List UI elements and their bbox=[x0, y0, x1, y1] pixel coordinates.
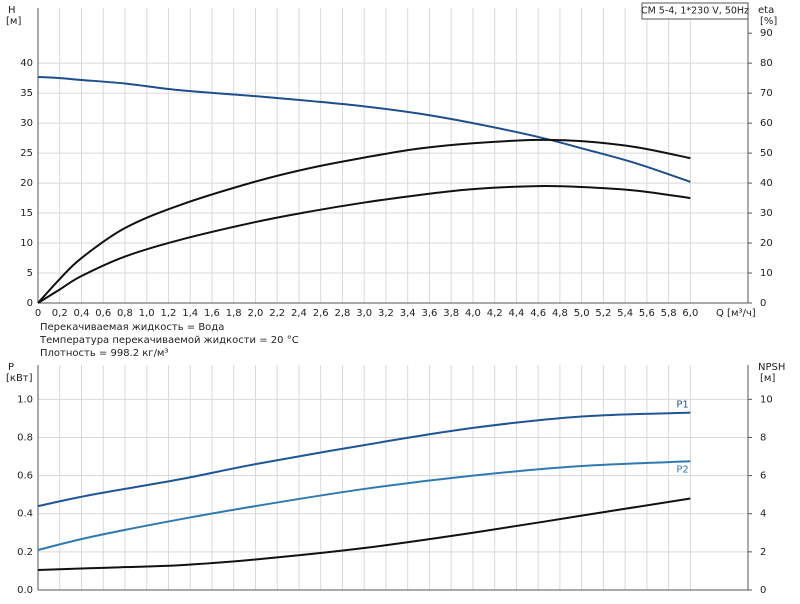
x-tick-label: 5,6 bbox=[639, 308, 655, 319]
y2-tick-label: 90 bbox=[760, 28, 773, 39]
y-tick-label: 1.0 bbox=[17, 394, 33, 405]
y-tick-label: 0.8 bbox=[17, 432, 33, 443]
x-tick-label: 4,0 bbox=[465, 308, 481, 319]
y2-tick-label: 80 bbox=[760, 58, 773, 69]
y2-tick-label: 60 bbox=[760, 118, 773, 129]
y2-tick-label: 10 bbox=[760, 394, 773, 405]
y-tick-label: 0.2 bbox=[17, 547, 33, 558]
x-tick-label: 1,8 bbox=[226, 308, 242, 319]
y-label: P bbox=[8, 362, 14, 373]
x-tick-label: 4,6 bbox=[530, 308, 546, 319]
y2-tick-label: 70 bbox=[760, 88, 773, 99]
y-tick-label: 40 bbox=[20, 58, 33, 69]
curve bbox=[37, 411, 691, 508]
chart-title: CM 5-4, 1*230 V, 50Hz bbox=[641, 6, 749, 17]
x-tick-label: 3,0 bbox=[356, 308, 372, 319]
x-tick-label: 2,8 bbox=[334, 308, 350, 319]
y2-label: NPSH bbox=[758, 362, 785, 373]
y-tick-label: 10 bbox=[20, 238, 33, 249]
x-tick-label: 4,8 bbox=[552, 308, 568, 319]
x-tick-label: 4,2 bbox=[487, 308, 503, 319]
note: Температура перекачиваемой жидкости = 20… bbox=[39, 335, 299, 346]
y2-tick-label: 2 bbox=[760, 547, 766, 558]
note: Перекачиваемая жидкость = Вода bbox=[40, 322, 224, 333]
y2-tick-label: 6 bbox=[760, 471, 766, 482]
x-tick-label: 1,0 bbox=[139, 308, 155, 319]
x-tick-label: 3,2 bbox=[378, 308, 394, 319]
y2-tick-label: 4 bbox=[760, 509, 766, 520]
y-tick-label: 15 bbox=[20, 208, 33, 219]
y-tick-label: 0.6 bbox=[17, 471, 33, 482]
curve bbox=[37, 75, 691, 183]
y-tick-label: 0.0 bbox=[17, 585, 33, 596]
y2-label: eta bbox=[758, 5, 774, 16]
x-tick-label: 0,8 bbox=[117, 308, 133, 319]
x-tick-label: 0 bbox=[35, 308, 41, 319]
series-label: P2 bbox=[676, 464, 688, 475]
y-tick-label: 35 bbox=[20, 88, 33, 99]
title-box bbox=[641, 2, 749, 20]
y-tick-label: 0.4 bbox=[17, 509, 33, 520]
curve bbox=[37, 184, 691, 304]
x-tick-label: 1,4 bbox=[182, 308, 198, 319]
x-tick-label: 5,0 bbox=[574, 308, 590, 319]
y2-tick-label: 0 bbox=[760, 298, 766, 309]
y-tick-label: 0 bbox=[27, 298, 33, 309]
y-label: H bbox=[8, 5, 16, 16]
y2-tick-label: 50 bbox=[760, 148, 773, 159]
x-tick-label: 3,8 bbox=[443, 308, 459, 319]
x-tick-label: 0,4 bbox=[74, 308, 90, 319]
x-tick-label: 3,6 bbox=[421, 308, 437, 319]
curve bbox=[37, 138, 691, 304]
y2-tick-label: 8 bbox=[760, 432, 766, 443]
y-tick-label: 30 bbox=[20, 118, 33, 129]
y2-tick-label: 0 bbox=[760, 585, 766, 596]
y2-tick-label: 30 bbox=[760, 208, 773, 219]
x-tick-label: 4,4 bbox=[508, 308, 524, 319]
y2-tick-label: 20 bbox=[760, 238, 773, 249]
note: Плотность = 998.2 кг/м³ bbox=[40, 348, 169, 359]
x-tick-label: 5,2 bbox=[595, 308, 611, 319]
x-tick-label: 1,6 bbox=[204, 308, 220, 319]
x-tick-label: 0,6 bbox=[95, 308, 111, 319]
x-tick-label: 2,0 bbox=[248, 308, 264, 319]
x-tick-label: 1,2 bbox=[161, 308, 177, 319]
x-tick-label: 3,4 bbox=[400, 308, 416, 319]
y2-unit: [%] bbox=[760, 16, 777, 27]
x-tick-label: 6,0 bbox=[682, 308, 698, 319]
y-tick-label: 25 bbox=[20, 148, 33, 159]
y-unit: [кВт] bbox=[6, 373, 33, 384]
y-tick-label: 5 bbox=[27, 268, 33, 279]
y2-tick-label: 40 bbox=[760, 178, 773, 189]
x-tick-label: 0,2 bbox=[52, 308, 68, 319]
x-label: Q [м³/ч] bbox=[716, 308, 756, 319]
y2-unit: [м] bbox=[760, 373, 775, 384]
x-tick-label: 2,4 bbox=[291, 308, 307, 319]
x-tick-label: 2,6 bbox=[313, 308, 329, 319]
series-label: P1 bbox=[676, 400, 688, 411]
x-tick-label: 5,4 bbox=[617, 308, 633, 319]
y-tick-label: 20 bbox=[20, 178, 33, 189]
x-tick-label: 5,8 bbox=[661, 308, 677, 319]
x-tick-label: 2,2 bbox=[269, 308, 285, 319]
curve bbox=[37, 460, 691, 551]
y-unit: [м] bbox=[6, 16, 21, 27]
curve bbox=[37, 497, 691, 571]
y2-tick-label: 10 bbox=[760, 268, 773, 279]
